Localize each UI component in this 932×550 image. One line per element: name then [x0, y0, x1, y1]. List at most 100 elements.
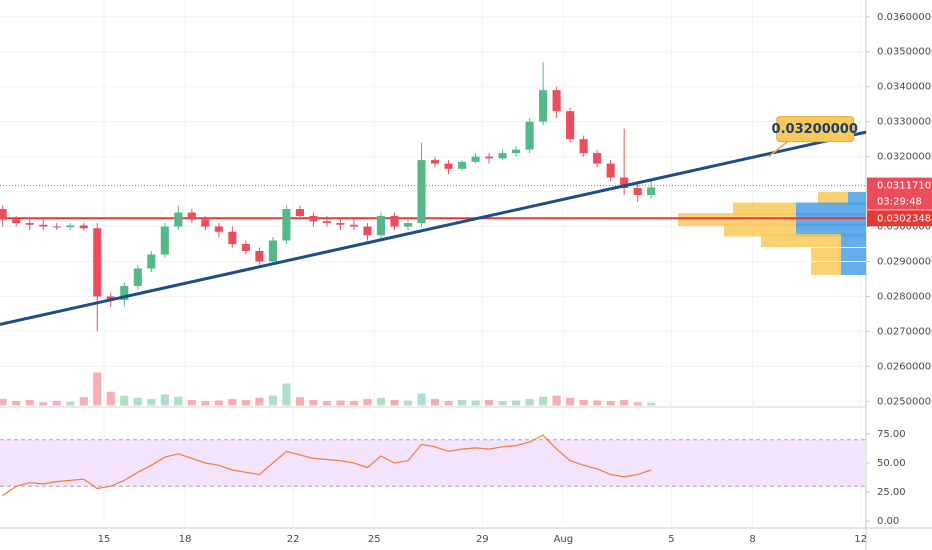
profile-up [841, 234, 866, 248]
volume-bar [633, 402, 642, 406]
candle-body [512, 149, 521, 154]
volume-bar [417, 393, 426, 406]
volume-bar [0, 398, 7, 406]
support-tag [867, 210, 932, 227]
candle-body [133, 268, 142, 286]
profile-up [841, 247, 866, 261]
profile-down [811, 261, 841, 275]
volume-bar [25, 400, 34, 406]
callout-label: 0.03200000 [772, 122, 858, 137]
x-tick-label: 5 [668, 534, 674, 545]
volume-bar [349, 401, 359, 406]
candle-body [376, 216, 386, 236]
profile-up [796, 202, 866, 216]
y-tick-label: 0.02900000 [877, 256, 932, 267]
x-tick-label: 15 [98, 534, 111, 545]
volume-bar [241, 400, 250, 406]
candle-body [403, 223, 413, 227]
candle-body [12, 219, 21, 224]
candle-body [444, 163, 453, 169]
candle-body [349, 224, 359, 227]
candle-body [336, 223, 345, 225]
volume-bar [214, 400, 223, 406]
volume-bar [12, 401, 21, 406]
rsi-tick-label: 0.00 [877, 516, 899, 527]
candle-body [430, 160, 440, 164]
candle-body [0, 209, 7, 220]
candle-body [147, 254, 156, 269]
candle-body [566, 111, 575, 140]
volume-bar [376, 397, 386, 406]
volume-bar [187, 400, 196, 406]
volume-bar [228, 398, 237, 406]
candle-body [228, 231, 237, 244]
y-tick-label: 0.03200000 [877, 152, 932, 163]
x-tick-label: 25 [368, 534, 381, 545]
volume-bar [295, 397, 304, 406]
rsi-line [2, 434, 652, 496]
volume-bar [363, 398, 372, 406]
profile-down [733, 202, 796, 216]
candle-body [93, 228, 102, 297]
candle-body [120, 285, 129, 300]
volume-bar [498, 401, 507, 406]
volume-bar [309, 400, 318, 406]
candle-body [471, 156, 480, 162]
volume-bar [512, 400, 521, 406]
candle-body [295, 209, 304, 217]
y-tick-label: 0.02600000 [877, 361, 932, 372]
y-tick-label: 0.02500000 [877, 396, 932, 407]
candle-body [322, 221, 331, 224]
candle-body [201, 219, 210, 227]
volume-bar [120, 395, 129, 406]
candle-body [606, 163, 615, 178]
candle-body [160, 226, 169, 255]
trendline [0, 130, 867, 326]
volume-bar [647, 402, 656, 406]
candle-body [620, 177, 629, 189]
candle-body [457, 161, 467, 169]
x-tick-label: 29 [476, 534, 489, 545]
volume-bar [79, 397, 88, 406]
candle-body [633, 188, 642, 196]
volume-bar [255, 397, 264, 406]
profile-up [796, 213, 866, 227]
x-tick-label: Aug [554, 534, 574, 545]
rsi-band [0, 439, 866, 487]
volume-bar [174, 396, 183, 406]
volume-bar [539, 396, 548, 406]
y-tick-label: 0.02800000 [877, 291, 932, 302]
y-tick-label: 0.03500000 [877, 47, 932, 58]
candle-body [647, 187, 656, 196]
rsi-tick-label: 25.00 [877, 487, 906, 498]
candle-body [552, 90, 561, 112]
candle-body [174, 212, 183, 227]
profile-down [818, 192, 848, 206]
y-tick-label: 0.02700000 [877, 326, 932, 337]
candle-body [79, 225, 88, 229]
volume-bar [322, 401, 331, 406]
volume-bar [457, 400, 467, 406]
x-tick-label: 22 [287, 534, 300, 545]
candle-body [66, 225, 75, 228]
candle-body [309, 216, 318, 222]
x-tick-label: 18 [179, 534, 192, 545]
volume-bar [606, 401, 615, 406]
candle-body [214, 226, 223, 232]
volume-bar [201, 401, 210, 406]
volume-bar [444, 401, 453, 406]
candle-body [498, 153, 507, 159]
candle-body [25, 223, 34, 225]
callout-pointer [768, 140, 790, 158]
profile-down [811, 247, 841, 261]
profile-down [761, 234, 841, 248]
x-tick-label: 12 [854, 534, 867, 545]
candle-body [268, 240, 277, 262]
profile-up [796, 223, 866, 237]
candle-body [52, 226, 61, 228]
last-price-label: 0.03117107 [877, 181, 932, 192]
timer-label: 03:29:48 [877, 197, 922, 208]
volume-bar [52, 401, 61, 406]
